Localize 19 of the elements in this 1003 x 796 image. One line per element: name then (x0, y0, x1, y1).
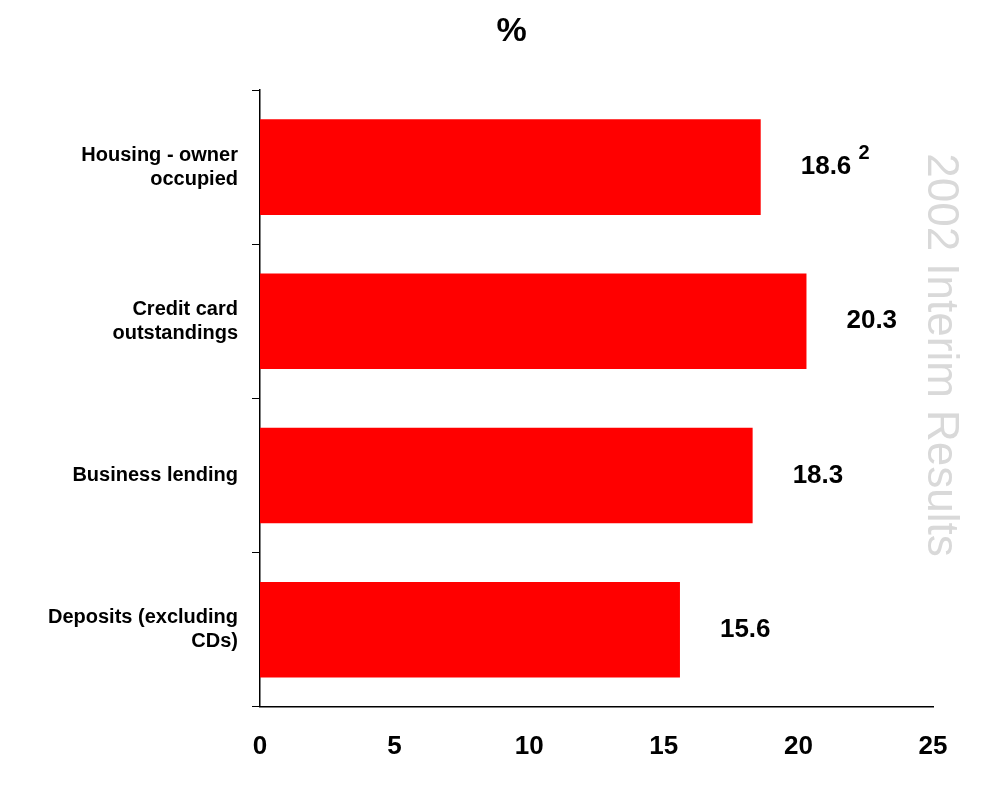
data-label: 15.6 (719, 612, 771, 643)
data-label: 18.3 (792, 458, 844, 489)
x-tick-label: 10 (514, 729, 544, 760)
y-tick-label: Business lending (72, 463, 238, 486)
bar (260, 119, 761, 215)
x-tick-label: 25 (918, 729, 948, 760)
data-label: 20.3 (846, 304, 898, 335)
data-label: 18.6 2 (800, 140, 870, 181)
x-tick-label: 15 (649, 729, 679, 760)
x-tick-label: 5 (387, 729, 402, 760)
bar (260, 581, 680, 678)
y-tick-label: Deposits (excluding CDs) (47, 605, 238, 652)
x-tick-label: 0 (252, 729, 268, 760)
y-tick-label: Credit card outstandings (112, 296, 238, 343)
chart-title: % (495, 10, 528, 49)
bar (260, 273, 807, 370)
x-tick-label: 20 (783, 729, 813, 760)
y-tick-label: Housing - owner occupied (81, 142, 239, 189)
bar (260, 427, 753, 524)
